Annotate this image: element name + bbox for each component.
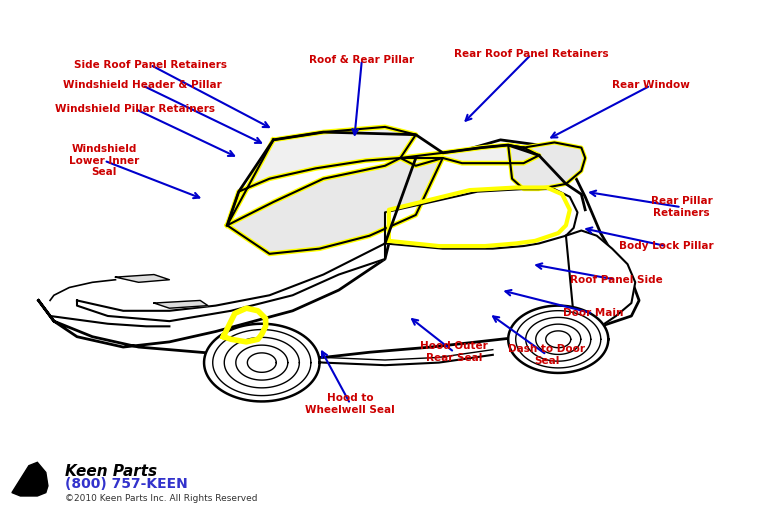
Polygon shape <box>77 243 385 321</box>
Text: Dash to Door
Seal: Dash to Door Seal <box>508 344 585 366</box>
Text: Keen Parts: Keen Parts <box>65 464 158 479</box>
Text: Rear Pillar
Retainers: Rear Pillar Retainers <box>651 196 712 218</box>
Text: Windshield
Lower Inner
Seal: Windshield Lower Inner Seal <box>69 144 139 177</box>
Polygon shape <box>116 275 169 282</box>
Text: Door Main: Door Main <box>563 308 623 319</box>
Text: Hood Outer
Rear Seal: Hood Outer Rear Seal <box>420 341 488 363</box>
Polygon shape <box>566 231 635 326</box>
Text: Body Lock Pillar: Body Lock Pillar <box>619 241 713 251</box>
Polygon shape <box>154 300 208 308</box>
Text: Windshield Pillar Retainers: Windshield Pillar Retainers <box>55 104 215 114</box>
Text: (800) 757-KEEN: (800) 757-KEEN <box>65 477 188 492</box>
Text: ©2010 Keen Parts Inc. All Rights Reserved: ©2010 Keen Parts Inc. All Rights Reserve… <box>65 494 258 503</box>
Polygon shape <box>227 127 416 225</box>
Polygon shape <box>38 140 639 357</box>
Text: Roof Panel Side: Roof Panel Side <box>570 275 662 285</box>
Polygon shape <box>508 306 608 373</box>
Polygon shape <box>508 142 585 189</box>
Text: Side Roof Panel Retainers: Side Roof Panel Retainers <box>74 60 226 70</box>
Polygon shape <box>400 145 539 166</box>
Polygon shape <box>204 324 320 401</box>
Text: Rear Window: Rear Window <box>611 80 690 91</box>
Text: Rear Roof Panel Retainers: Rear Roof Panel Retainers <box>454 49 608 60</box>
Polygon shape <box>12 462 48 496</box>
Text: Windshield Header & Pillar: Windshield Header & Pillar <box>63 80 222 91</box>
Text: Roof & Rear Pillar: Roof & Rear Pillar <box>310 54 414 65</box>
Polygon shape <box>227 158 443 254</box>
Polygon shape <box>385 189 578 249</box>
Text: Hood to
Wheelwell Seal: Hood to Wheelwell Seal <box>306 393 395 415</box>
